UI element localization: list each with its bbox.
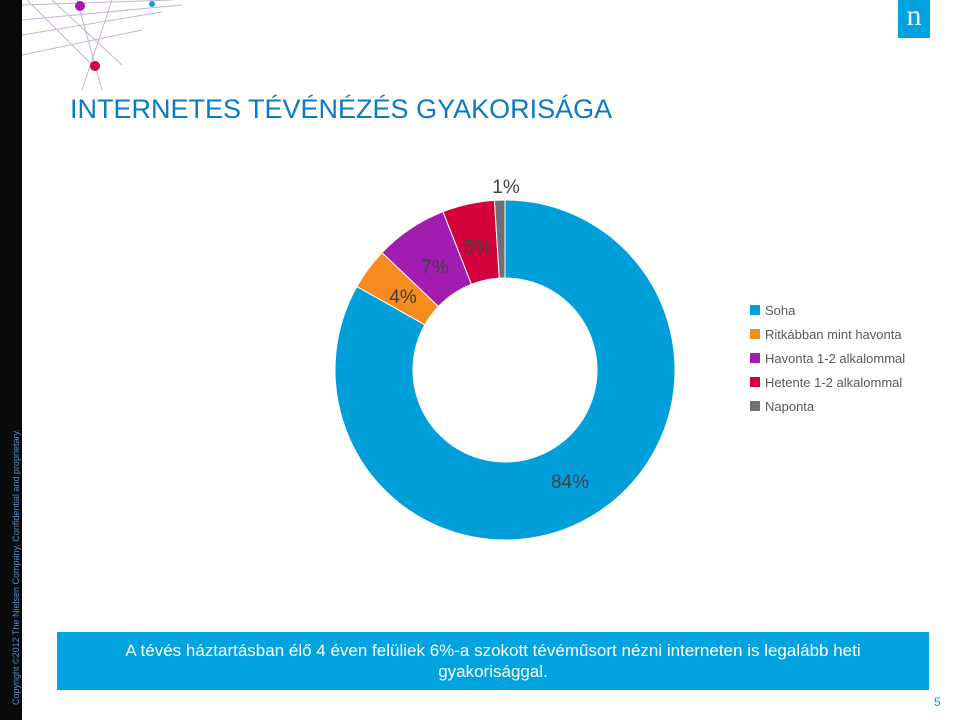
chart-legend: Soha Ritkábban mint havonta Havonta 1-2 al… bbox=[750, 298, 905, 418]
legend-swatch bbox=[750, 305, 760, 315]
slice-5 bbox=[493, 199, 506, 279]
summary-text: A tévés háztartásban élő 4 éven felüliek… bbox=[125, 641, 861, 681]
legend-swatch bbox=[750, 353, 760, 363]
legend-label: Ritkábban mint havonta bbox=[765, 326, 902, 342]
legend-swatch bbox=[750, 329, 760, 339]
deco-dot-magenta bbox=[75, 1, 85, 11]
legend-label: Naponta bbox=[765, 398, 815, 414]
slice-label-2: 4% bbox=[389, 287, 417, 308]
slice-1 bbox=[334, 199, 676, 541]
deco-dot-small bbox=[149, 1, 155, 7]
slice-label-1: 84% bbox=[551, 472, 589, 493]
left-sidebar bbox=[0, 0, 22, 720]
legend-label: Havonta 1-2 alkalommal bbox=[765, 350, 906, 366]
slice-label-3: 7% bbox=[421, 257, 449, 278]
slice-label-4: 5% bbox=[464, 237, 492, 258]
slice-label-5: 1% bbox=[492, 177, 520, 198]
legend-label: Hetente 1-2 alkalommal bbox=[765, 374, 903, 390]
decorative-network-graphic bbox=[22, 0, 182, 90]
legend-item-5: Naponta bbox=[750, 394, 905, 418]
legend-item-3: Havonta 1-2 alkalommal bbox=[750, 346, 905, 370]
legend-label: Soha bbox=[765, 302, 796, 318]
legend-item-4: Hetente 1-2 alkalommal bbox=[750, 370, 905, 394]
legend-item-2: Ritkábban mint havonta bbox=[750, 322, 905, 346]
nielsen-logo: n bbox=[898, 0, 930, 38]
page-title: INTERNETES TÉVÉNÉZÉS GYAKORISÁGA bbox=[70, 94, 613, 124]
legend-item-1: Soha bbox=[750, 298, 905, 322]
deco-dot-crimson bbox=[90, 61, 100, 71]
legend-swatch bbox=[750, 401, 760, 411]
summary-banner: A tévés háztartásban élő 4 éven felüliek… bbox=[57, 632, 929, 690]
page-number: 5 bbox=[934, 695, 941, 709]
legend-swatch bbox=[750, 377, 760, 387]
